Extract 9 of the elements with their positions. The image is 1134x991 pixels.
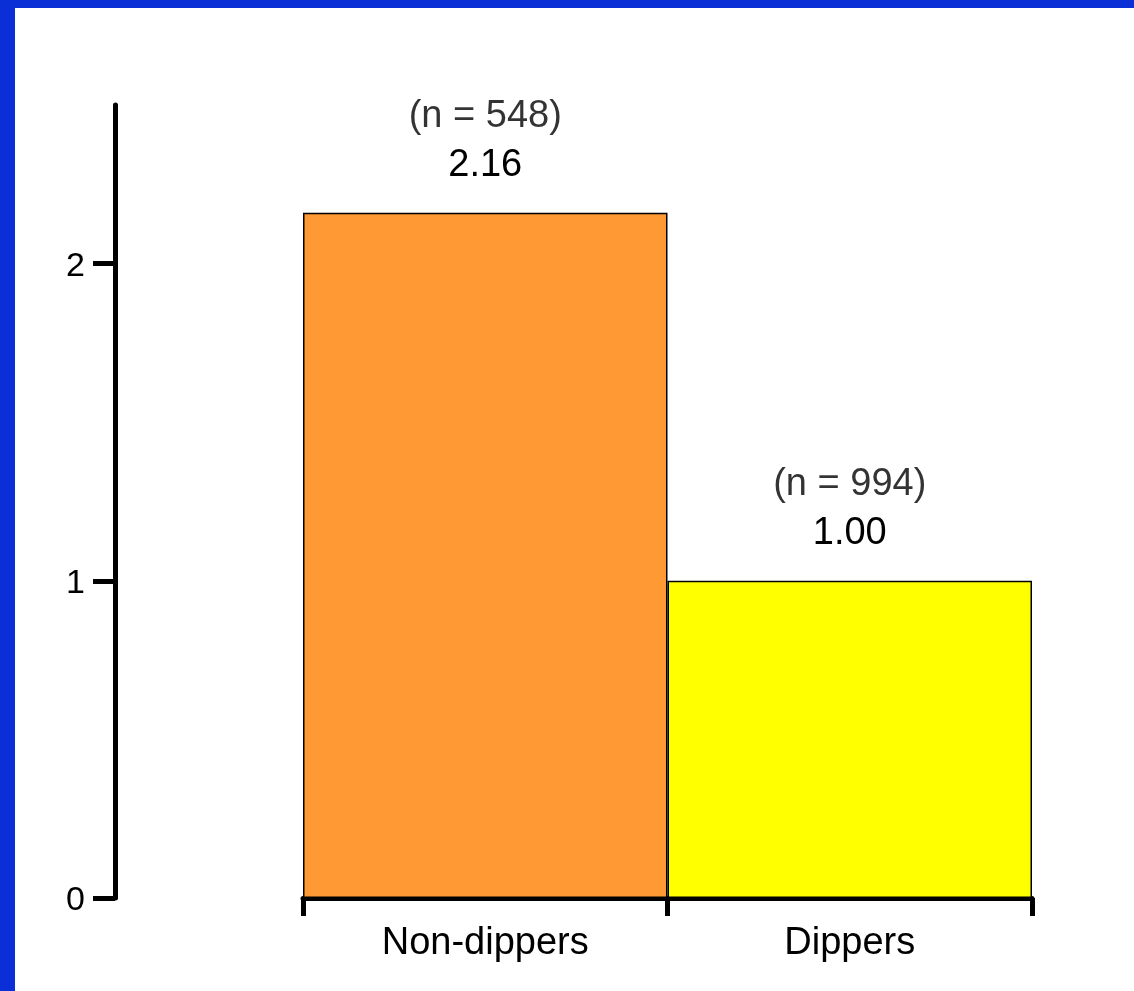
annotation: (n = 548): [408, 92, 562, 135]
annotation: (n = 994): [773, 460, 927, 503]
x-tick-label: Non-dippers: [381, 920, 589, 962]
x-tick-label: Dippers: [784, 920, 916, 962]
data-label: 1.00: [812, 509, 887, 552]
y-tick-label: 0: [66, 879, 85, 917]
y-tick-label: 1: [66, 561, 85, 600]
y-tick-label: 2: [66, 244, 85, 283]
data-label: 2.16: [448, 141, 523, 184]
